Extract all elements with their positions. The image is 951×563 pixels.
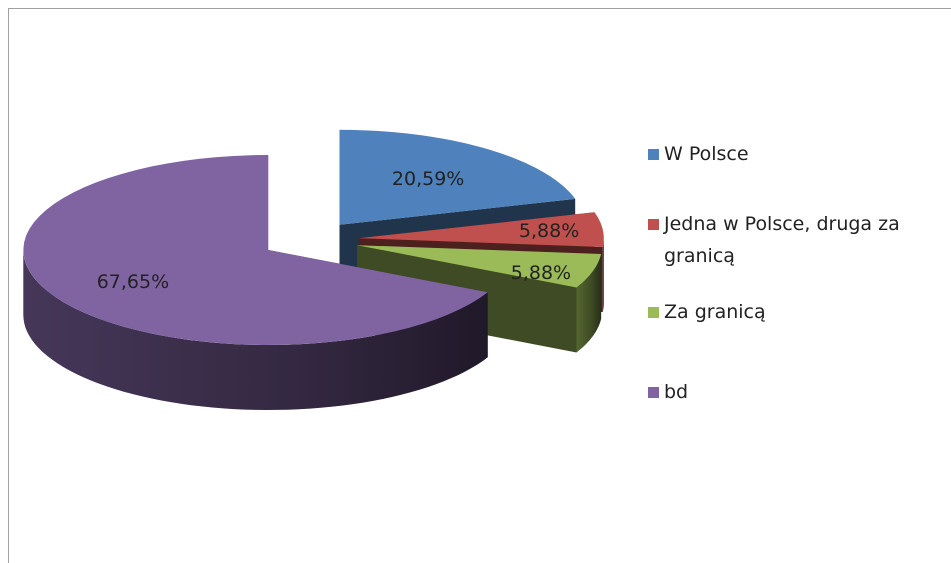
legend-entry: bd: [648, 376, 938, 408]
legend-entry: Jedna w Polsce, druga za granicą: [648, 208, 938, 272]
legend-label: W Polsce: [664, 143, 749, 165]
slice: [358, 212, 604, 247]
legend-entry: Za granicą: [648, 296, 938, 328]
slice-wall: [602, 238, 604, 312]
legend-entry: W Polsce: [648, 138, 938, 170]
legend-label: bd: [664, 381, 689, 403]
legend-key: [648, 149, 659, 160]
chart-frame: [8, 8, 951, 563]
legend-label: Za granicą: [664, 301, 766, 323]
slice-wall: [23, 250, 488, 410]
slice-wall: [576, 254, 602, 353]
slice: [23, 155, 488, 345]
legend-label: Jedna w Polsce, druga za granicą: [664, 213, 900, 267]
slice: [339, 129, 576, 225]
data-label: 67,65%: [97, 271, 169, 293]
slice: [357, 245, 602, 288]
data-label: 20,59%: [392, 168, 464, 190]
legend-key: [648, 219, 659, 230]
data-label: 5,88%: [511, 262, 571, 284]
legend-key: [648, 387, 659, 398]
data-label: 5,88%: [519, 220, 579, 242]
legend-key: [648, 307, 659, 318]
